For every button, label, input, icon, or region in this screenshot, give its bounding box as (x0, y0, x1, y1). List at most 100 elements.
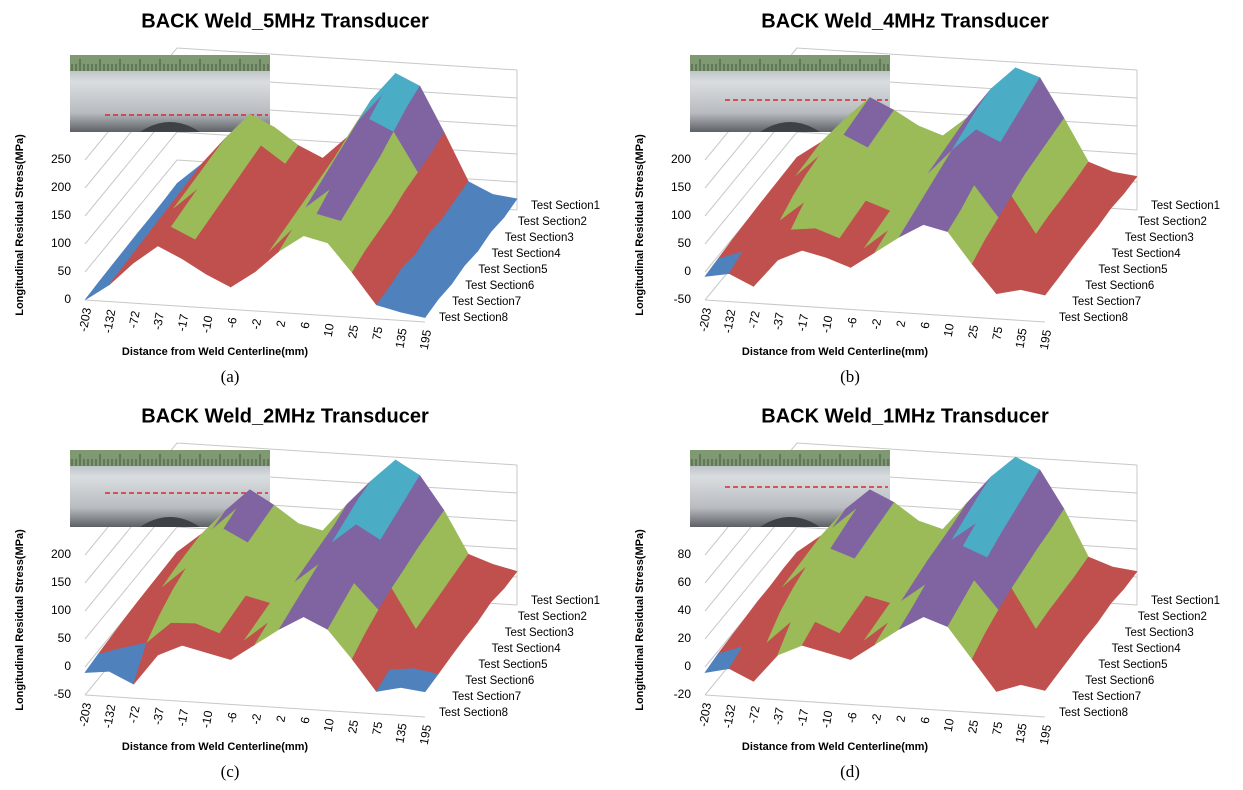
series-label: Test Section6 (465, 280, 534, 292)
x-tick-label: 195 (417, 328, 434, 350)
y-tick-label: 0 (64, 659, 71, 673)
series-label: Test Section6 (465, 675, 534, 687)
series-label: Test Section6 (1085, 280, 1154, 292)
surface-patch (85, 268, 122, 300)
x-tick-label: -10 (199, 314, 216, 334)
series-label: Test Section2 (1138, 611, 1207, 623)
x-tick-label: -37 (770, 706, 787, 726)
x-tick-label: -203 (76, 306, 94, 332)
y-tick-label: 80 (678, 547, 692, 561)
x-tick-label: 75 (369, 325, 385, 341)
panel-label: (c) (221, 762, 240, 781)
y-tick-label: -50 (674, 292, 692, 306)
series-label: Test Section5 (478, 659, 547, 671)
y-tick-label: 20 (678, 631, 692, 645)
x-tick-label: -132 (100, 308, 118, 334)
x-tick-label: -72 (126, 309, 143, 329)
chart-title: BACK Weld_4MHz Transducer (761, 10, 1049, 32)
y-tick-label: 150 (51, 575, 71, 589)
series-label: Test Section4 (492, 643, 562, 655)
x-tick-label: -2 (868, 712, 884, 725)
x-tick-label: -10 (199, 709, 216, 729)
chart-title: BACK Weld_2MHz Transducer (141, 405, 429, 427)
x-tick-label: -6 (844, 316, 860, 329)
y-tick-label: 40 (678, 603, 692, 617)
x-axis-title: Distance from Weld Centerline(mm) (122, 346, 309, 358)
x-tick-label: 6 (298, 320, 313, 329)
series-label: Test Section7 (452, 691, 521, 703)
x-tick-label: 135 (1013, 722, 1030, 744)
series-label: Test Section7 (1072, 691, 1141, 703)
x-tick-label: 135 (1013, 327, 1030, 349)
chart-title: BACK Weld_1MHz Transducer (761, 405, 1049, 427)
x-tick-label: 6 (918, 320, 933, 329)
x-tick-label: 75 (989, 325, 1005, 341)
series-label: Test Section8 (1059, 707, 1128, 719)
x-tick-label: -10 (819, 709, 836, 729)
y-tick-label: 0 (684, 659, 691, 673)
x-tick-label: -17 (174, 708, 191, 728)
x-tick-label: 6 (298, 715, 313, 724)
chart-panel: BACK Weld_1MHz Transducer Longitudinal Re… (634, 405, 1220, 781)
x-tick-label: 6 (918, 715, 933, 724)
x-tick-label: -203 (76, 701, 94, 727)
x-tick-label: 25 (965, 324, 981, 340)
series-label: Test Section3 (1125, 627, 1194, 639)
x-axis-title: Distance from Weld Centerline(mm) (742, 741, 929, 753)
x-tick-label: 75 (989, 720, 1005, 736)
y-tick-label: 100 (51, 603, 71, 617)
x-tick-label: -2 (248, 317, 264, 330)
series-label: Test Section8 (439, 707, 508, 719)
x-tick-label: 2 (893, 714, 908, 723)
x-tick-label: -72 (746, 704, 763, 724)
y-tick-label: 50 (58, 631, 72, 645)
y-tick-label: 200 (671, 152, 691, 166)
figure: BACK Weld_5MHz Transducer Longitudinal Re… (0, 0, 1243, 790)
x-tick-label: 25 (345, 719, 361, 735)
panel-label: (b) (840, 367, 860, 386)
series-label: Test Section2 (518, 216, 587, 228)
x-tick-label: -2 (868, 317, 884, 330)
series-label: Test Section7 (1072, 296, 1141, 308)
x-tick-label: -37 (150, 311, 167, 331)
x-tick-label: -203 (696, 701, 714, 727)
series-label: Test Section4 (1112, 248, 1182, 260)
x-tick-label: -6 (844, 711, 860, 724)
y-tick-label: 200 (51, 547, 71, 561)
x-tick-label: -72 (746, 309, 763, 329)
y-axis-title: Longitudinal Residual Stress(MPa) (634, 529, 646, 711)
x-tick-label: 2 (273, 319, 288, 328)
y-axis-title: Longitudinal Residual Stress(MPa) (14, 134, 26, 316)
y-axis-title: Longitudinal Residual Stress(MPa) (634, 134, 646, 316)
x-tick-label: 10 (941, 322, 957, 338)
series-label: Test Section1 (531, 595, 600, 607)
x-tick-label: -132 (720, 308, 738, 334)
x-tick-label: -17 (794, 313, 811, 333)
series-label: Test Section5 (1098, 264, 1167, 276)
x-tick-label: 2 (893, 319, 908, 328)
y-tick-label: 250 (51, 152, 71, 166)
series-label: Test Section2 (518, 611, 587, 623)
x-tick-label: -132 (100, 703, 118, 729)
series-label: Test Section7 (452, 296, 521, 308)
series-label: Test Section8 (439, 312, 508, 324)
panel-label: (a) (221, 367, 240, 386)
y-axis-title: Longitudinal Residual Stress(MPa) (14, 529, 26, 711)
x-tick-label: -2 (248, 712, 264, 725)
x-tick-label: -37 (770, 311, 787, 331)
y-tick-label: 150 (671, 180, 691, 194)
x-tick-label: 195 (1037, 328, 1054, 350)
series-label: Test Section1 (1151, 200, 1220, 212)
x-tick-label: 2 (273, 714, 288, 723)
chart-panel: BACK Weld_5MHz Transducer Longitudinal Re… (14, 10, 600, 386)
series-label: Test Section1 (531, 200, 600, 212)
x-tick-label: 25 (965, 719, 981, 735)
x-tick-label: -10 (819, 314, 836, 334)
x-tick-label: -6 (224, 711, 240, 724)
x-tick-label: -6 (224, 316, 240, 329)
y-tick-label: 50 (678, 236, 692, 250)
chart-title: BACK Weld_5MHz Transducer (141, 10, 429, 32)
series-label: Test Section3 (1125, 232, 1194, 244)
y-tick-label: 150 (51, 208, 71, 222)
x-tick-label: 135 (393, 722, 410, 744)
